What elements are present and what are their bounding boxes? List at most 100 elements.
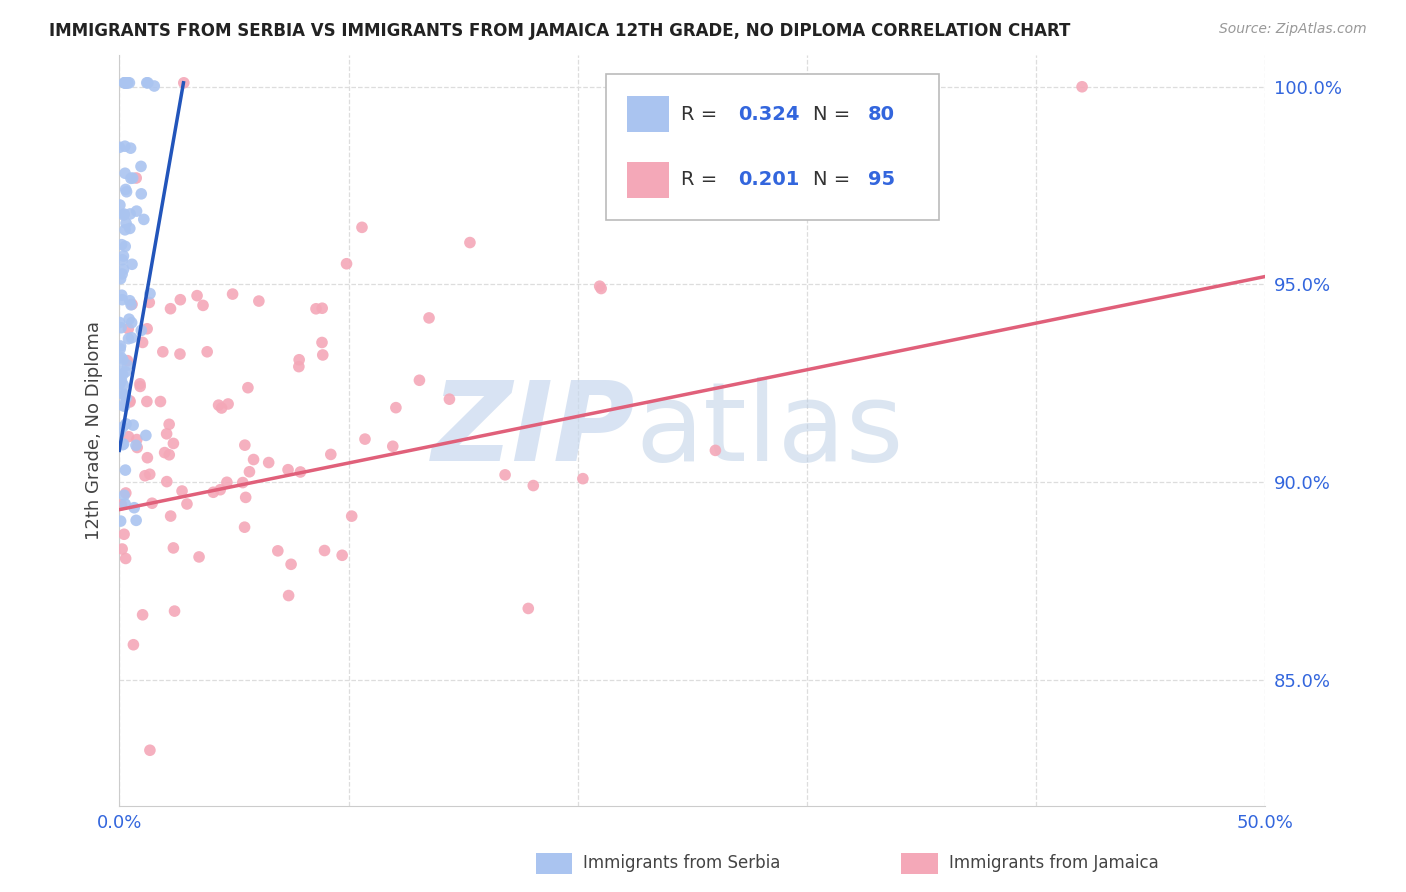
Point [330, 549, 353, 563]
Point [120, 141, 142, 155]
Point [125, 204, 148, 219]
Point [522, 478, 544, 492]
Point [139, 467, 162, 482]
Point [159, 301, 181, 316]
Point [217, 397, 239, 411]
Point [108, 376, 131, 391]
Point [314, 543, 336, 558]
Point [311, 301, 333, 316]
Point [118, 395, 141, 409]
Point [408, 373, 430, 387]
Point [117, 322, 139, 336]
Point [340, 509, 363, 524]
Point [517, 601, 540, 615]
Point [129, 160, 152, 174]
Point [120, 298, 142, 312]
Point [221, 287, 243, 301]
Point [135, 394, 157, 409]
Point [110, 320, 132, 334]
Point [188, 549, 211, 564]
Point [111, 237, 134, 252]
Point [235, 491, 257, 505]
Point [138, 295, 160, 310]
Point [163, 604, 186, 618]
Point [176, 497, 198, 511]
Point [115, 417, 138, 431]
Point [242, 452, 264, 467]
Point [117, 353, 139, 368]
Point [131, 335, 153, 350]
Point [108, 140, 131, 154]
Point [134, 468, 156, 483]
Text: atlas: atlas [636, 377, 904, 484]
Point [114, 139, 136, 153]
Point [115, 76, 138, 90]
Text: 0.201: 0.201 [738, 170, 800, 189]
Point [232, 475, 254, 490]
Text: 80: 80 [868, 104, 894, 124]
Point [129, 186, 152, 201]
Point [280, 558, 302, 572]
Point [121, 171, 143, 186]
Point [122, 638, 145, 652]
Point [114, 551, 136, 566]
Point [122, 500, 145, 515]
Point [111, 541, 134, 556]
Text: R =: R = [681, 104, 724, 124]
Point [111, 438, 134, 452]
Point [173, 76, 195, 90]
Point [112, 249, 135, 263]
Point [121, 297, 143, 311]
Text: Immigrants from Serbia: Immigrants from Serbia [583, 855, 780, 872]
Point [117, 332, 139, 346]
Point [111, 267, 134, 281]
Point [156, 426, 179, 441]
Point [277, 463, 299, 477]
Point [288, 352, 311, 367]
Point [162, 541, 184, 555]
Point [207, 398, 229, 412]
Point [125, 513, 148, 527]
Point [111, 352, 134, 367]
Point [385, 401, 408, 415]
Point [277, 589, 299, 603]
Y-axis label: 12th Grade, No Diploma: 12th Grade, No Diploma [86, 321, 103, 540]
Point [120, 171, 142, 186]
Point [110, 271, 132, 285]
Point [139, 286, 162, 301]
Point [131, 607, 153, 622]
Text: N =: N = [813, 104, 856, 124]
Point [112, 387, 135, 401]
Point [114, 223, 136, 237]
Point [118, 221, 141, 235]
Point [131, 323, 153, 337]
Point [267, 544, 290, 558]
Point [211, 401, 233, 415]
Point [257, 456, 280, 470]
Point [114, 166, 136, 180]
Point [115, 216, 138, 230]
Point [115, 185, 138, 199]
Point [118, 393, 141, 408]
Point [112, 399, 135, 413]
Point [111, 293, 134, 307]
Point [112, 208, 135, 222]
Point [110, 339, 132, 353]
Point [111, 252, 134, 267]
Point [108, 364, 131, 378]
Point [108, 425, 131, 440]
Point [156, 475, 179, 489]
Point [117, 358, 139, 372]
Point [117, 76, 139, 90]
Point [202, 485, 225, 500]
Point [118, 76, 141, 90]
Point [494, 467, 516, 482]
Text: 0.324: 0.324 [738, 104, 800, 124]
Point [111, 420, 134, 434]
Point [129, 376, 152, 391]
Point [335, 257, 357, 271]
Point [247, 294, 270, 309]
Point [108, 315, 131, 329]
Point [125, 171, 148, 186]
Point [186, 288, 208, 302]
